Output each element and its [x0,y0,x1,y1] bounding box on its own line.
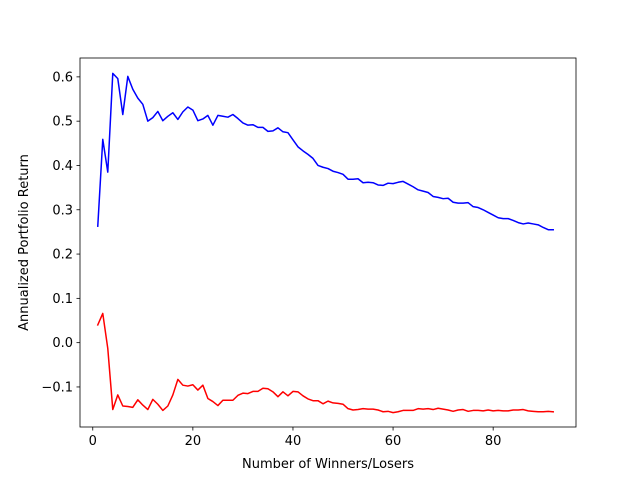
series-line-winners [96,72,554,231]
plot-area [80,58,576,427]
y-tick-label: −0.1 [41,380,73,395]
x-axis-ticks: 0 20 40 60 80 [89,427,502,449]
y-tick-label: 0.5 [52,115,73,130]
y-axis-label: Annualized Portfolio Return [17,154,32,331]
y-tick-label: 0.2 [52,248,73,263]
y-tick-label: 0.6 [52,70,73,85]
y-axis-ticks: −0.1 0.0 0.1 0.2 0.3 0.4 0.5 0.6 [41,70,80,395]
x-tick-label: 20 [185,434,202,449]
y-tick-label: 0.0 [52,336,73,351]
x-tick-label: 40 [285,434,302,449]
y-tick-label: 0.4 [52,159,73,174]
x-tick-label: 0 [89,434,97,449]
x-tick-label: 60 [385,434,402,449]
x-axis-label: Number of Winners/Losers [242,457,414,472]
series-layer [96,72,555,414]
plot-frame [79,57,577,428]
series-line-losers [96,312,555,414]
y-tick-label: 0.3 [52,203,73,218]
y-tick-label: 0.1 [52,292,73,307]
x-tick-label: 80 [485,434,502,449]
